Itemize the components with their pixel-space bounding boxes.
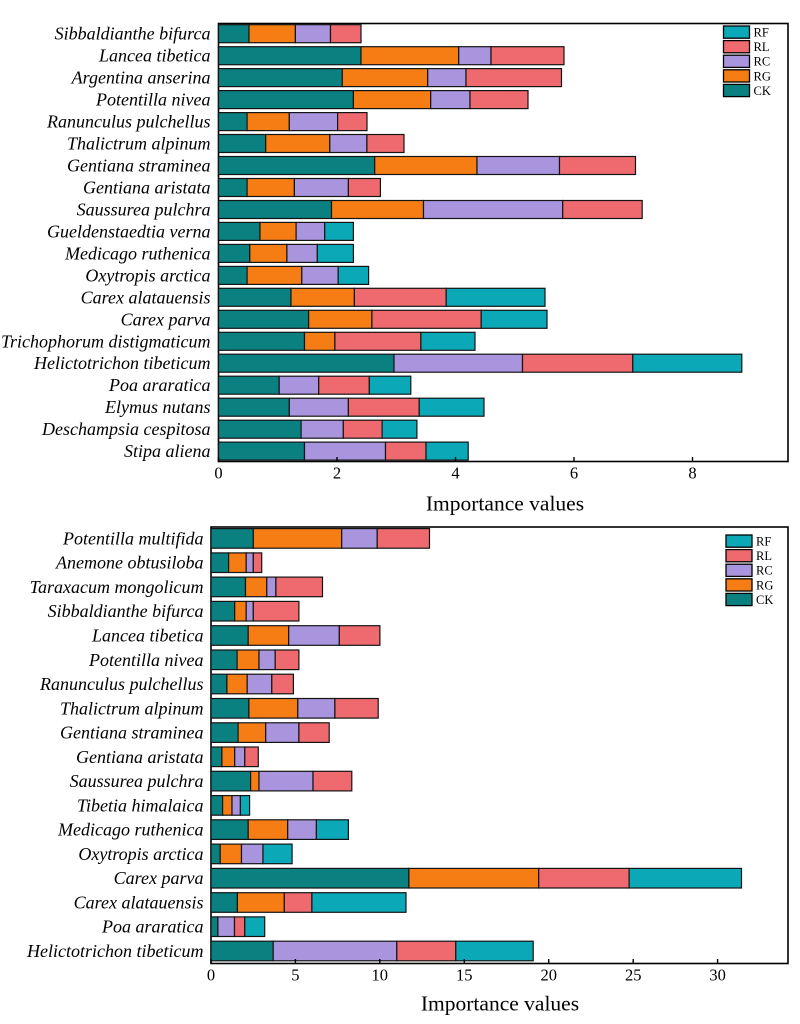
- svg-text:8: 8: [688, 464, 696, 483]
- svg-text:Sibbaldianthe bifurca: Sibbaldianthe bifurca: [48, 601, 204, 621]
- svg-text:6: 6: [570, 464, 578, 483]
- svg-text:Helictotrichon tibeticum: Helictotrichon tibeticum: [33, 353, 210, 373]
- svg-text:Deschampsia cespitosa: Deschampsia cespitosa: [41, 419, 210, 439]
- svg-text:Gentiana aristata: Gentiana aristata: [76, 747, 204, 767]
- svg-text:Carex alatauensis: Carex alatauensis: [74, 893, 204, 913]
- svg-text:Importance values: Importance values: [421, 992, 579, 1016]
- svg-text:RF: RF: [756, 535, 771, 549]
- svg-text:Importance values: Importance values: [426, 492, 584, 516]
- svg-text:RF: RF: [754, 26, 769, 40]
- svg-text:Taraxacum mongolicum: Taraxacum mongolicum: [30, 577, 204, 597]
- svg-text:Carex alatauensis: Carex alatauensis: [81, 287, 211, 307]
- svg-text:Stipa aliena: Stipa aliena: [124, 441, 211, 461]
- svg-text:Sibbaldianthe bifurca: Sibbaldianthe bifurca: [55, 24, 211, 44]
- svg-text:Tibetia himalaica: Tibetia himalaica: [77, 795, 204, 815]
- svg-text:4: 4: [451, 464, 459, 483]
- svg-text:Gentiana aristata: Gentiana aristata: [83, 178, 211, 198]
- svg-text:RC: RC: [756, 564, 773, 578]
- svg-text:Thalictrum alpinum: Thalictrum alpinum: [60, 698, 204, 718]
- svg-text:Saussurea pulchra: Saussurea pulchra: [70, 771, 204, 791]
- svg-text:Potentilla multifida: Potentilla multifida: [62, 528, 204, 548]
- svg-text:2: 2: [333, 464, 341, 483]
- svg-text:Medicago ruthenica: Medicago ruthenica: [57, 820, 203, 840]
- svg-text:Elymus nutans: Elymus nutans: [104, 397, 211, 417]
- svg-text:15: 15: [456, 966, 473, 985]
- svg-text:Lancea tibetica: Lancea tibetica: [98, 46, 210, 66]
- svg-text:20: 20: [540, 966, 557, 985]
- svg-text:Lancea tibetica: Lancea tibetica: [91, 626, 203, 646]
- svg-text:Ranunculus pulchellus: Ranunculus pulchellus: [46, 112, 210, 132]
- svg-text:Argentina anserina: Argentina anserina: [71, 68, 211, 88]
- svg-text:Potentilla nivea: Potentilla nivea: [95, 90, 210, 110]
- svg-text:RC: RC: [754, 55, 771, 69]
- svg-text:Helictotrichon tibeticum: Helictotrichon tibeticum: [26, 941, 203, 961]
- svg-text:Oxytropis arctica: Oxytropis arctica: [85, 265, 210, 285]
- svg-text:Gentiana straminea: Gentiana straminea: [67, 156, 211, 176]
- svg-text:Potentilla nivea: Potentilla nivea: [88, 650, 203, 670]
- svg-text:Oxytropis arctica: Oxytropis arctica: [78, 844, 203, 864]
- svg-text:RL: RL: [754, 40, 770, 54]
- svg-text:25: 25: [625, 966, 642, 985]
- svg-text:Carex parva: Carex parva: [121, 309, 211, 329]
- svg-text:Trichophorum distigmaticum: Trichophorum distigmaticum: [1, 331, 211, 351]
- svg-text:Ranunculus pulchellus: Ranunculus pulchellus: [39, 674, 203, 694]
- svg-text:0: 0: [207, 966, 215, 985]
- svg-text:RG: RG: [754, 69, 771, 83]
- svg-text:CK: CK: [756, 593, 773, 607]
- svg-text:RG: RG: [756, 578, 773, 592]
- svg-text:CK: CK: [754, 84, 771, 98]
- svg-text:Gueldenstaedtia verna: Gueldenstaedtia verna: [47, 221, 210, 241]
- svg-text:30: 30: [709, 966, 726, 985]
- svg-text:5: 5: [291, 966, 299, 985]
- svg-text:0: 0: [214, 464, 222, 483]
- svg-text:Saussurea pulchra: Saussurea pulchra: [77, 200, 211, 220]
- svg-text:Anemone obtusiloba: Anemone obtusiloba: [55, 553, 203, 573]
- svg-text:10: 10: [372, 966, 389, 985]
- svg-text:Medicago ruthenica: Medicago ruthenica: [64, 243, 210, 263]
- svg-text:Gentiana straminea: Gentiana straminea: [60, 723, 204, 743]
- svg-text:Poa araratica: Poa araratica: [101, 917, 204, 937]
- svg-text:RL: RL: [756, 549, 772, 563]
- svg-text:Poa araratica: Poa araratica: [108, 375, 211, 395]
- svg-text:Thalictrum alpinum: Thalictrum alpinum: [67, 134, 211, 154]
- svg-text:Carex parva: Carex parva: [114, 868, 204, 888]
